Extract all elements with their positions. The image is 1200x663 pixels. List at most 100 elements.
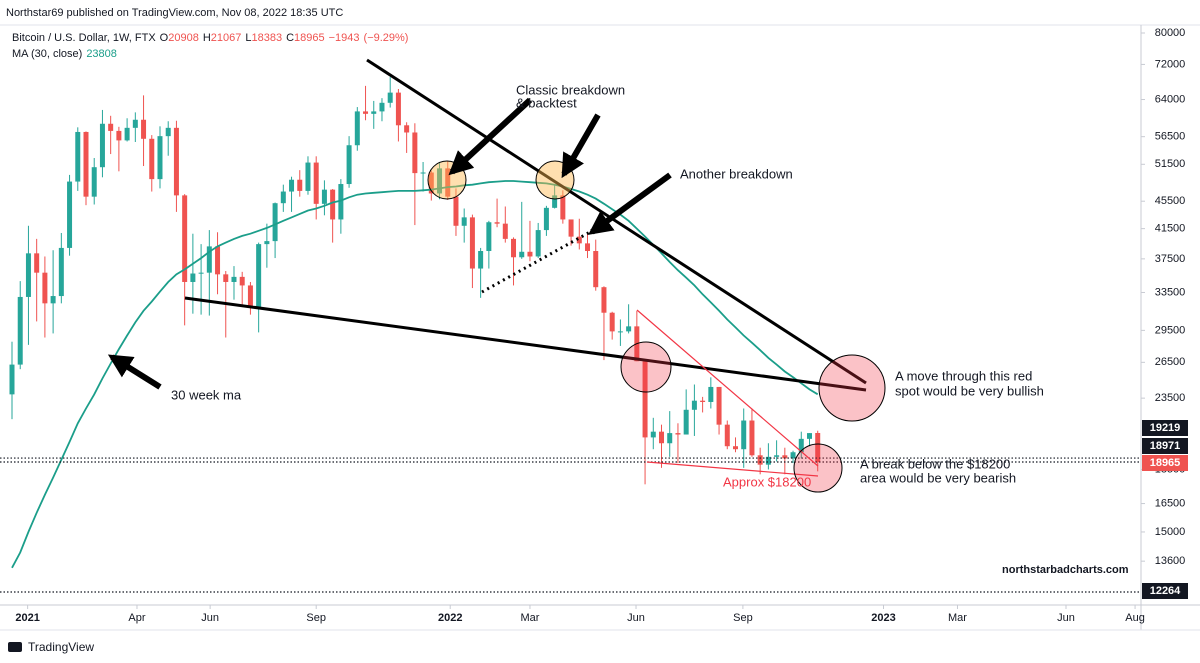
candle-body <box>765 456 771 465</box>
candle-body <box>354 111 360 146</box>
candle-body <box>741 420 747 450</box>
candle-body <box>108 123 114 131</box>
candle-body <box>395 92 401 126</box>
candle-body <box>453 196 459 226</box>
highlight-circle <box>793 443 843 493</box>
candle-body <box>190 273 196 282</box>
ohlc-value: 18965 <box>294 32 325 44</box>
candle-body <box>593 251 599 288</box>
candle-body <box>428 172 434 194</box>
ohlc-value: 20908 <box>168 32 199 44</box>
annotation: Another breakdown <box>680 166 793 181</box>
ohlc-key: C <box>286 32 294 44</box>
y-tick-label: 45500 <box>1155 195 1186 207</box>
candle-body <box>157 136 163 180</box>
x-tick-label: Jun <box>1057 612 1075 624</box>
candle-body <box>75 131 81 182</box>
highlight-circle <box>818 354 886 422</box>
candle-body <box>478 251 484 269</box>
candle-body <box>247 285 253 308</box>
candle-body <box>601 287 607 313</box>
candle-body <box>289 179 295 192</box>
candle-body <box>461 217 467 226</box>
arrow <box>107 354 162 390</box>
y-tick-label: 26500 <box>1155 356 1186 368</box>
candle-body <box>420 172 426 174</box>
x-tick-label: Jun <box>627 612 645 624</box>
ma-name: MA (30, close) <box>12 48 82 60</box>
candle-body <box>519 251 525 258</box>
dotted-line <box>481 230 591 294</box>
candle-body <box>50 296 56 304</box>
candle-body <box>206 246 212 273</box>
y-tick-label: 37500 <box>1155 253 1186 265</box>
ohlc-value: 18383 <box>251 32 282 44</box>
candle-body <box>67 181 73 248</box>
watermark: northstarbadcharts.com <box>1002 564 1129 576</box>
candle-body <box>404 125 410 133</box>
candle-body <box>552 195 558 208</box>
arrow <box>448 97 533 176</box>
candle-body <box>576 236 582 244</box>
candle-body <box>798 438 804 453</box>
annotation: 30 week ma <box>171 387 242 402</box>
candle-body <box>585 243 591 252</box>
candle-body <box>511 238 517 258</box>
price-tag <box>1142 438 1188 454</box>
x-tick-label: Jun <box>201 612 219 624</box>
candle-body <box>659 431 665 444</box>
y-tick-label: 41500 <box>1155 223 1186 235</box>
candle-body <box>173 127 179 196</box>
annotation: A move through this red <box>895 368 1032 383</box>
y-tick-label: 16500 <box>1155 497 1186 509</box>
y-tick-label: 80000 <box>1155 27 1186 39</box>
candle-body <box>387 92 393 103</box>
logo <box>8 642 22 652</box>
candle-body <box>782 455 788 459</box>
candle-body <box>724 424 730 447</box>
candle-body <box>198 272 204 274</box>
candle-body <box>272 203 278 242</box>
y-tick-label: 23500 <box>1155 392 1186 404</box>
candle-body <box>642 361 648 438</box>
candle-body <box>535 230 541 257</box>
plot <box>0 77 1141 593</box>
candle-body <box>568 219 574 237</box>
candle-body <box>560 195 566 220</box>
symbol-title: Bitcoin / U.S. Dollar, 1W, FTX <box>12 32 156 44</box>
candle-body <box>313 162 319 204</box>
candle-body <box>42 272 48 304</box>
candle-body <box>165 127 171 137</box>
ohlc-key: O <box>160 32 169 44</box>
candle-body <box>617 331 623 333</box>
candle-body <box>215 246 221 275</box>
drawings: Classic breakdown & backtest Another bre… <box>107 58 1129 576</box>
change-pct: (−9.29%) <box>364 32 409 44</box>
candle-body <box>815 432 821 463</box>
candle-body <box>683 409 689 435</box>
candle-body <box>371 111 377 114</box>
candle-body <box>502 223 508 239</box>
x-tick-label: Sep <box>733 612 753 624</box>
price-tag-label: 18971 <box>1150 440 1181 452</box>
candle-body <box>626 326 632 332</box>
highlight-circle <box>620 341 672 393</box>
candle-body <box>363 111 369 114</box>
candle-body <box>330 189 336 220</box>
x-tick-label: 2021 <box>15 612 39 624</box>
candle-body <box>264 241 270 245</box>
wedge-line <box>646 461 819 477</box>
publish-info: Northstar69 published on TradingView.com… <box>6 7 343 19</box>
candle-body <box>223 274 229 282</box>
candle-body <box>338 184 344 220</box>
candle-body <box>182 195 188 282</box>
candle-body <box>486 222 492 252</box>
candle-body <box>527 251 533 257</box>
arrow <box>588 172 672 235</box>
y-tick-label: 64000 <box>1155 93 1186 105</box>
candle-body <box>700 400 706 402</box>
candle-body <box>149 138 155 180</box>
candle-body <box>494 222 500 224</box>
price-tags: 19219 18971 18965 12264 <box>1142 420 1188 599</box>
